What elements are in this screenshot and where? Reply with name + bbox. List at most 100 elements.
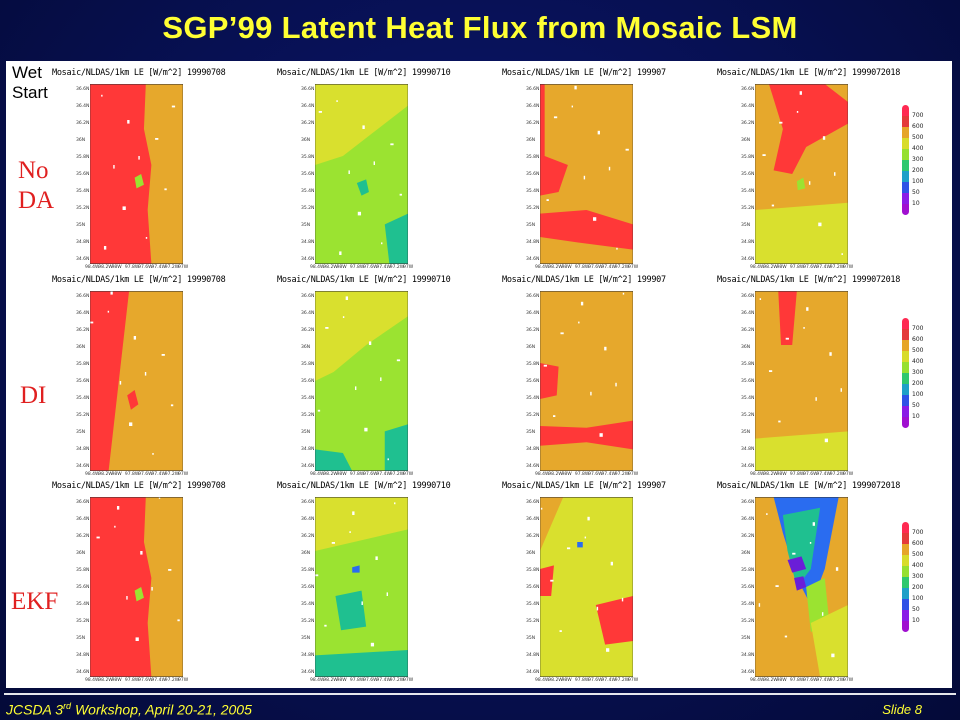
colorbar-swatch bbox=[902, 127, 909, 138]
y-tick-label: 34.8N bbox=[76, 447, 90, 452]
row-label-di: DI bbox=[20, 381, 46, 411]
x-tick-label: 97.2W bbox=[614, 472, 630, 477]
y-tick-label: 34.6N bbox=[301, 257, 315, 262]
y-tick-label: 35.4N bbox=[526, 189, 540, 194]
y-tick-label: 36.4N bbox=[76, 311, 90, 316]
panel-title: Mosaic/NLDAS/1km LE [W/m^2] 1999072018 bbox=[717, 275, 901, 285]
y-tick-label: 35.6N bbox=[741, 379, 755, 384]
y-tick-label: 34.8N bbox=[741, 240, 755, 245]
y-tick-label: 36N bbox=[526, 345, 536, 350]
y-tick-label: 36.6N bbox=[526, 87, 540, 92]
colorbar-label: 100 bbox=[912, 391, 924, 398]
colorbar-row1: 700 600 500 400 300 200 100 50 10 bbox=[902, 105, 932, 223]
y-tick-label: 36.6N bbox=[301, 500, 315, 505]
x-tick-label: 98W bbox=[776, 265, 787, 270]
x-tick-label: 98.4W bbox=[310, 678, 325, 683]
y-tick-label: 35N bbox=[301, 430, 311, 435]
colorbar-swatch bbox=[902, 588, 909, 599]
content-area: Wet Start No DA DI EKF Mosaic/NLDAS/1km … bbox=[6, 61, 952, 688]
map-panel-r3-c1: Mosaic/NLDAS/1km LE [W/m^2] 19990708 36.6… bbox=[52, 481, 232, 686]
y-tick-label: 36.4N bbox=[76, 517, 90, 522]
y-tick-label: 36N bbox=[741, 138, 751, 143]
x-tick-label: 97.6W bbox=[138, 265, 153, 270]
x-tick-label: 97.6W bbox=[803, 678, 818, 683]
y-tick-label: 36.6N bbox=[301, 294, 315, 299]
colorbar-swatch bbox=[902, 138, 909, 149]
x-tick-label: 98.4W bbox=[535, 678, 550, 683]
x-tick-label: 97.2W bbox=[829, 265, 845, 270]
y-tick-label: 35.8N bbox=[76, 568, 90, 573]
y-tick-label: 35N bbox=[526, 430, 536, 435]
y-tick-label: 34.6N bbox=[301, 670, 315, 675]
colorbar-row2: 700 600 500 400 300 200 100 50 10 bbox=[902, 318, 932, 436]
y-tick-label: 35N bbox=[76, 430, 86, 435]
colorbar-label: 50 bbox=[912, 189, 920, 196]
x-tick-label: 97W bbox=[178, 265, 189, 270]
heat-flux-map bbox=[315, 291, 408, 471]
y-tick-label: 36N bbox=[301, 551, 311, 556]
colorbar-swatch bbox=[902, 544, 909, 555]
heat-flux-map bbox=[315, 84, 408, 264]
x-tick-label: 97.2W bbox=[829, 678, 845, 683]
y-tick-label: 35.6N bbox=[301, 379, 315, 384]
x-tick-label: 97.4W bbox=[151, 265, 166, 270]
colorbar-swatch bbox=[902, 555, 909, 566]
x-tick-label: 98.4W bbox=[750, 472, 765, 477]
x-tick-label: 97.4W bbox=[816, 472, 831, 477]
wet-start-label: Wet Start bbox=[12, 63, 48, 103]
y-tick-label: 35.6N bbox=[526, 585, 540, 590]
x-tick-label: 97.4W bbox=[151, 678, 166, 683]
y-tick-label: 36N bbox=[76, 138, 86, 143]
y-tick-label: 35.8N bbox=[526, 155, 540, 160]
y-tick-label: 35.8N bbox=[76, 362, 90, 367]
colorbar-label: 100 bbox=[912, 178, 924, 185]
colorbar-swatch bbox=[902, 417, 909, 428]
colorbar-label: 700 bbox=[912, 325, 924, 332]
map-panel-r1-c2: Mosaic/NLDAS/1km LE [W/m^2] 19990710 36.6… bbox=[277, 68, 457, 273]
y-tick-label: 35N bbox=[741, 223, 751, 228]
map-panel-r1-c1: Mosaic/NLDAS/1km LE [W/m^2] 19990708 36.6… bbox=[52, 68, 232, 273]
y-tick-label: 35.2N bbox=[526, 206, 540, 211]
y-tick-label: 35.8N bbox=[526, 362, 540, 367]
y-tick-label: 34.6N bbox=[76, 670, 90, 675]
y-tick-label: 36.2N bbox=[741, 534, 755, 539]
y-tick-label: 36.2N bbox=[301, 534, 315, 539]
panel-title: Mosaic/NLDAS/1km LE [W/m^2] 199907 bbox=[502, 275, 666, 285]
heat-flux-map bbox=[540, 291, 633, 471]
y-tick-label: 36N bbox=[76, 345, 86, 350]
y-tick-label: 36.6N bbox=[301, 87, 315, 92]
colorbar-swatch bbox=[902, 116, 909, 127]
colorbar-swatch bbox=[902, 193, 909, 204]
y-tick-label: 35.4N bbox=[301, 396, 315, 401]
heat-flux-map bbox=[755, 497, 848, 677]
y-tick-label: 35.2N bbox=[526, 413, 540, 418]
x-tick-label: 97.4W bbox=[376, 265, 391, 270]
x-tick-label: 97.6W bbox=[803, 472, 818, 477]
x-tick-label: 98W bbox=[776, 678, 787, 683]
y-tick-label: 36.4N bbox=[301, 311, 315, 316]
y-tick-label: 36.4N bbox=[741, 311, 755, 316]
y-tick-label: 34.6N bbox=[301, 464, 315, 469]
y-tick-label: 36.2N bbox=[76, 534, 90, 539]
y-tick-label: 36.2N bbox=[301, 328, 315, 333]
y-tick-label: 34.8N bbox=[76, 653, 90, 658]
footer-workshop-sup: rd bbox=[63, 701, 72, 711]
x-tick-label: 97.8W bbox=[124, 265, 140, 270]
panel-title: Mosaic/NLDAS/1km LE [W/m^2] 19990710 bbox=[277, 275, 451, 285]
colorbar-swatch bbox=[902, 384, 909, 395]
colorbar-label: 10 bbox=[912, 413, 920, 420]
colorbar-swatch bbox=[902, 566, 909, 577]
y-tick-label: 36.4N bbox=[741, 517, 755, 522]
y-tick-label: 34.6N bbox=[76, 257, 90, 262]
y-tick-label: 35.2N bbox=[76, 413, 90, 418]
y-tick-label: 36.4N bbox=[301, 517, 315, 522]
y-tick-label: 35.4N bbox=[76, 189, 90, 194]
map-panel-r3-c4: Mosaic/NLDAS/1km LE [W/m^2] 1999072018 36… bbox=[717, 481, 900, 686]
y-tick-label: 35N bbox=[301, 636, 311, 641]
x-tick-label: 97.4W bbox=[376, 472, 391, 477]
y-tick-label: 35N bbox=[76, 223, 86, 228]
x-tick-label: 97.6W bbox=[138, 472, 153, 477]
y-tick-label: 35.2N bbox=[741, 619, 755, 624]
colorbar-label: 10 bbox=[912, 200, 920, 207]
x-tick-label: 97W bbox=[403, 678, 414, 683]
